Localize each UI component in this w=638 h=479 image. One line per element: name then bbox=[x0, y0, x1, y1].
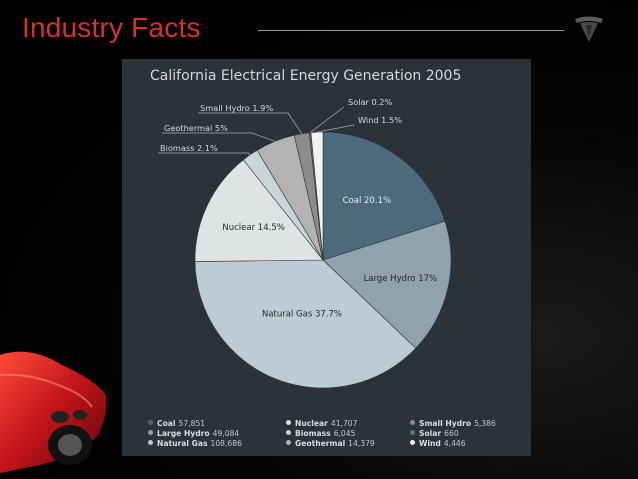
legend-label: Small Hydro bbox=[419, 419, 472, 428]
callout-line-biomass bbox=[158, 152, 251, 156]
legend-label: Geothermal bbox=[295, 439, 346, 448]
title-divider bbox=[258, 30, 564, 31]
legend-value: 49,084 bbox=[212, 429, 240, 438]
legend-label: Nuclear bbox=[295, 419, 328, 428]
legend-item-coal: Coal 57,851 bbox=[148, 419, 205, 428]
legend-item-large-hydro: Large Hydro 49,084 bbox=[148, 429, 239, 438]
pie-slice-natural-gas bbox=[194, 259, 417, 389]
car-image bbox=[0, 351, 107, 473]
legend-item-biomass: Biomass 6,045 bbox=[286, 429, 355, 438]
legend-swatch bbox=[410, 440, 415, 445]
legend-swatch bbox=[286, 420, 291, 425]
slice-label-biomass: Biomass 2.1% bbox=[160, 143, 218, 153]
slice-label-large-hydro: Large Hydro 17% bbox=[364, 274, 438, 284]
callout-line-solar bbox=[309, 106, 345, 133]
pie-slice-coal bbox=[322, 131, 446, 261]
legend-value: 5,386 bbox=[474, 419, 496, 428]
legend-value: 660 bbox=[444, 429, 459, 438]
legend-swatch bbox=[410, 420, 415, 425]
legend-label: Solar bbox=[419, 429, 442, 438]
chart-title: California Electrical Energy Generation … bbox=[150, 68, 462, 84]
legend-label: Wind bbox=[419, 439, 441, 448]
legend-item-nuclear: Nuclear 41,707 bbox=[286, 419, 357, 428]
tesla-logo-icon bbox=[575, 16, 603, 42]
pie-slice-nuclear bbox=[194, 159, 324, 262]
legend-swatch bbox=[410, 430, 415, 435]
pie-slice-large-hydro bbox=[322, 220, 452, 349]
slice-label-small-hydro: Small Hydro 1.9% bbox=[200, 103, 273, 113]
slice-label-wind: Wind 1.5% bbox=[358, 115, 402, 125]
pie-slice-wind bbox=[310, 131, 324, 261]
legend-value: 6,045 bbox=[333, 429, 356, 438]
legend-item-natural-gas: Natural Gas 108,686 bbox=[148, 439, 242, 448]
legend-swatch bbox=[286, 440, 291, 445]
legend-swatch bbox=[148, 430, 153, 435]
slice-label-natural-gas: Natural Gas 37.7% bbox=[262, 310, 342, 320]
legend-label: Coal bbox=[157, 419, 176, 428]
legend-value: 108,686 bbox=[210, 439, 242, 448]
slice-label-nuclear: Nuclear 14.5% bbox=[222, 223, 284, 233]
legend-value: 57,851 bbox=[178, 419, 206, 428]
legend-item-geothermal: Geothermal 14,379 bbox=[286, 439, 375, 448]
legend-item-small-hydro: Small Hydro 5,386 bbox=[410, 419, 496, 428]
legend-swatch bbox=[286, 430, 291, 435]
pie-chart: Coal 20.1% Large Hydro 17% Natural Gas 37.… bbox=[158, 97, 452, 389]
legend-label: Biomass bbox=[295, 429, 331, 438]
chart-panel: California Electrical Energy Generation … bbox=[122, 59, 531, 456]
legend-item-wind: Wind 4,446 bbox=[410, 439, 466, 448]
legend-swatch bbox=[148, 420, 153, 425]
legend-value: 41,707 bbox=[330, 419, 358, 428]
slice-label-geothermal: Geothermal 5% bbox=[164, 123, 228, 133]
slice-label-coal: Coal 20.1% bbox=[343, 196, 391, 206]
callout-line-wind bbox=[316, 124, 355, 133]
legend-item-solar: Solar 660 bbox=[410, 429, 459, 438]
legend-swatch bbox=[148, 440, 153, 445]
legend-label: Large Hydro bbox=[157, 429, 210, 438]
callout-line-small-hydro bbox=[198, 112, 303, 134]
callout-line-geothermal bbox=[162, 132, 276, 142]
legend-value: 4,446 bbox=[443, 439, 466, 448]
slide-title: Industry Facts bbox=[22, 12, 201, 43]
slice-label-solar: Solar 0.2% bbox=[348, 97, 392, 107]
legend-value: 14,379 bbox=[348, 439, 375, 448]
legend-label: Natural Gas bbox=[157, 439, 208, 448]
